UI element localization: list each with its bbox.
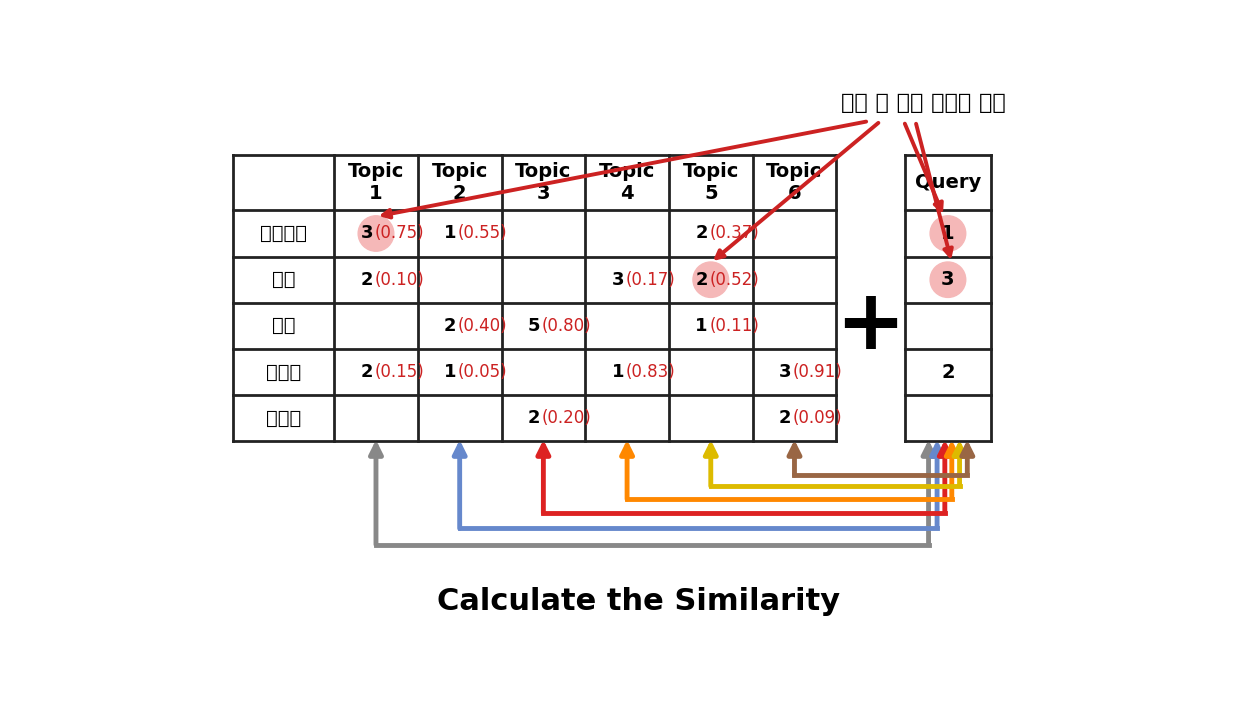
Circle shape (930, 216, 965, 251)
Text: (0.20): (0.20) (542, 409, 591, 428)
Circle shape (358, 216, 394, 251)
Text: 1: 1 (611, 363, 624, 381)
Text: (0.40): (0.40) (458, 317, 508, 335)
Text: 2: 2 (527, 409, 540, 428)
Text: Topic
3: Topic 3 (515, 162, 571, 203)
Text: Topic
6: Topic 6 (767, 162, 823, 203)
Text: 프로그램: 프로그램 (261, 224, 307, 243)
Text: 3: 3 (941, 270, 955, 290)
Text: 기록: 기록 (272, 316, 296, 335)
Text: 3: 3 (611, 271, 624, 289)
Text: +: + (835, 285, 905, 367)
Text: (0.52): (0.52) (710, 271, 759, 289)
Text: (0.75): (0.75) (374, 224, 424, 243)
Text: (0.17): (0.17) (626, 271, 676, 289)
Text: 2: 2 (360, 271, 373, 289)
Text: 1: 1 (695, 317, 708, 335)
Text: (0.10): (0.10) (374, 271, 424, 289)
Text: (0.15): (0.15) (374, 363, 424, 381)
Text: (0.05): (0.05) (458, 363, 508, 381)
Text: Topic
4: Topic 4 (599, 162, 655, 203)
Text: (0.55): (0.55) (458, 224, 508, 243)
Text: (0.09): (0.09) (793, 409, 843, 428)
Text: 1: 1 (941, 224, 955, 243)
Text: 2: 2 (444, 317, 456, 335)
Text: 1: 1 (444, 363, 456, 381)
Text: 데이터: 데이터 (266, 362, 302, 381)
Text: 5: 5 (527, 317, 540, 335)
Text: 2: 2 (360, 363, 373, 381)
Text: 2: 2 (695, 271, 708, 289)
Text: (0.37): (0.37) (710, 224, 759, 243)
Text: Topic
1: Topic 1 (348, 162, 404, 203)
Text: 3: 3 (779, 363, 792, 381)
Text: 토픽 내 용어 확률을 반영: 토픽 내 용어 확률을 반영 (840, 93, 1005, 114)
Text: (0.91): (0.91) (793, 363, 843, 381)
Text: 개발: 개발 (272, 270, 296, 290)
Text: Topic
5: Topic 5 (682, 162, 739, 203)
Text: 2: 2 (779, 409, 792, 428)
Text: (0.83): (0.83) (626, 363, 676, 381)
Text: Query: Query (915, 173, 981, 192)
Text: (0.11): (0.11) (710, 317, 759, 335)
Circle shape (693, 262, 728, 297)
Text: (0.80): (0.80) (542, 317, 591, 335)
Text: 서비스: 서비스 (266, 409, 302, 428)
Text: 3: 3 (360, 224, 373, 243)
Text: Topic
2: Topic 2 (431, 162, 488, 203)
Circle shape (930, 262, 965, 297)
Text: 2: 2 (695, 224, 708, 243)
Text: 1: 1 (444, 224, 456, 243)
Text: Calculate the Similarity: Calculate the Similarity (438, 587, 840, 616)
Text: 2: 2 (941, 362, 955, 381)
